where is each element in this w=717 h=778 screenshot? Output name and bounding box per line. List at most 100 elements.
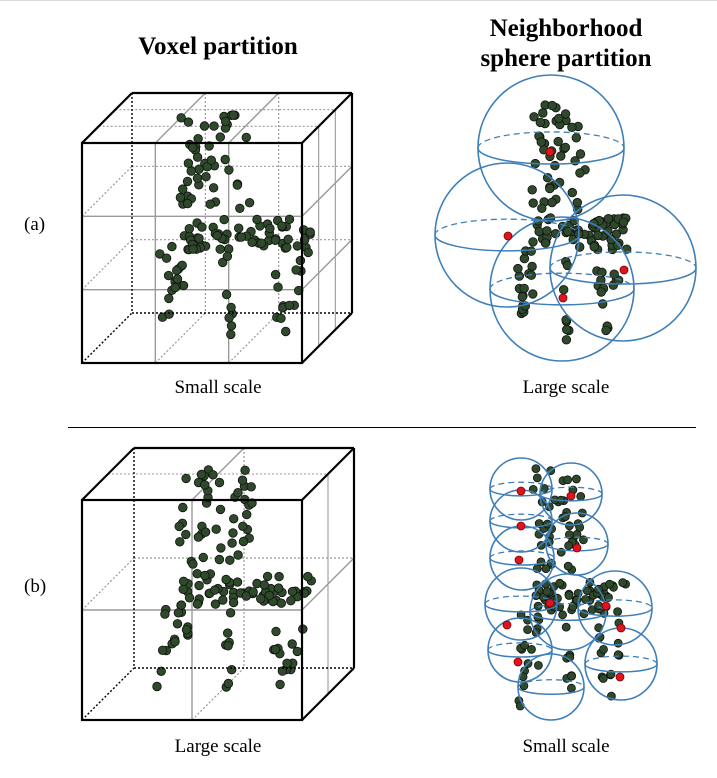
voxel-a-point [252, 214, 262, 225]
sphere-a-2-sphere-equator-front [434, 234, 580, 252]
voxel-a-point [201, 171, 211, 182]
sphere-a-point [562, 324, 572, 335]
voxel-b-point [223, 641, 233, 651]
sphere-b-9-sphere-equator-back [487, 642, 553, 651]
voxel-a-edge [301, 92, 353, 144]
sphere-a-point [563, 226, 573, 237]
sphere-a-point [536, 137, 547, 147]
voxel-b-point [241, 591, 252, 601]
voxel-b-edge [301, 447, 355, 501]
voxel-b-point [184, 593, 195, 603]
voxel-b-point [193, 532, 204, 542]
sphere-b-point [598, 674, 608, 683]
voxel-a-grid-line [301, 165, 353, 217]
row-a-label: (a) [24, 214, 46, 235]
sphere-b-point [527, 645, 536, 654]
voxel-a-point [222, 251, 233, 261]
sphere-b-center-point [513, 657, 523, 667]
voxel-a-point [182, 198, 193, 209]
voxel-a-point [270, 269, 281, 280]
sphere-b-center-point [566, 491, 576, 501]
voxel-b-point [211, 524, 221, 534]
voxel-b-point [174, 521, 184, 532]
voxel-b-point [214, 554, 225, 565]
sphere-b-2-sphere-equator-front [539, 493, 603, 502]
voxel-a-point [277, 221, 287, 231]
voxel-a-point [270, 235, 281, 246]
sphere-a-point [575, 149, 586, 159]
sphere-a-point [528, 237, 538, 247]
sphere-a-2-sphere-equator-back [434, 218, 580, 236]
voxel-a-point [183, 117, 194, 127]
sphere-a-point [527, 185, 537, 195]
voxel-a-point [284, 300, 295, 311]
sphere-b-point [563, 475, 573, 485]
voxel-a-point [276, 313, 286, 324]
voxel-partition-header: Voxel partition [138, 33, 298, 60]
sphere-b-point [581, 595, 590, 604]
sphere-b-point [542, 587, 552, 596]
sphere-b-10-sphere-equator-back [517, 679, 585, 688]
row-a-sphere-scale-caption: Large scale [522, 377, 610, 398]
voxel-b-point [181, 529, 191, 540]
sphere-a-1-sphere-equator-front [477, 147, 625, 165]
sphere-a-point [567, 187, 578, 198]
sphere-a-3-sphere-equator-back [549, 251, 697, 269]
voxel-a-point [284, 214, 295, 225]
voxel-b-point [175, 537, 185, 547]
sphere-b-point [534, 661, 543, 670]
voxel-a-point [224, 165, 234, 175]
voxel-b-point [210, 585, 220, 595]
sphere-b-point [519, 681, 529, 691]
voxel-b-point [194, 580, 204, 591]
sphere-b-point [613, 607, 622, 616]
sphere-b-point [531, 464, 541, 474]
sphere-a-point [560, 109, 571, 119]
voxel-b-point [218, 595, 228, 605]
row-divider [68, 427, 696, 428]
voxel-b-point [216, 543, 226, 553]
voxel-a-point [228, 110, 239, 120]
voxel-b-point [176, 600, 187, 610]
sphere-a-point [542, 226, 552, 236]
sphere-b-point [555, 578, 565, 588]
sphere-b-point [568, 602, 578, 612]
sphere-a-point [553, 136, 563, 147]
voxel-a-point [273, 282, 283, 292]
voxel-b-point [188, 559, 198, 569]
voxel-a-point [220, 154, 230, 165]
sphere-a-point [547, 100, 557, 111]
voxel-b-point [233, 488, 243, 498]
sphere-b-8-sphere-equator-back [577, 599, 653, 609]
voxel-b-point [274, 571, 284, 582]
voxel-a-point [202, 162, 212, 172]
sphere-b-center-point [572, 543, 582, 553]
sphere-b-center-point [514, 555, 524, 565]
sphere-b-center-point [615, 672, 625, 682]
sphere-b-11-sphere-equator-front [584, 663, 658, 673]
sphere-a-point [567, 122, 577, 133]
sphere-b-8-sphere-equator-front [577, 607, 653, 617]
voxel-b-hidden-edge [81, 667, 135, 721]
sphere-a-point [537, 203, 547, 214]
sphere-b-point [582, 586, 592, 596]
sphere-header-line2: sphere partition [480, 45, 652, 72]
voxel-a-point [283, 234, 293, 245]
sphere-b-point [613, 638, 623, 648]
voxel-b-edge [301, 667, 355, 721]
voxel-b-point [170, 637, 180, 647]
voxel-b-point [259, 580, 270, 590]
sphere-a-point [554, 113, 564, 124]
voxel-a-point [199, 121, 210, 131]
sphere-b-point [613, 650, 623, 660]
sphere-b-3-sphere-equator-back [489, 513, 553, 522]
voxel-b-point [228, 514, 239, 524]
voxel-a-point [236, 232, 247, 242]
voxel-b-point [303, 571, 313, 582]
voxel-a-point [215, 132, 226, 142]
sphere-b-point [561, 622, 571, 632]
voxel-a-point [247, 237, 257, 248]
sphere-a-point [561, 315, 571, 325]
